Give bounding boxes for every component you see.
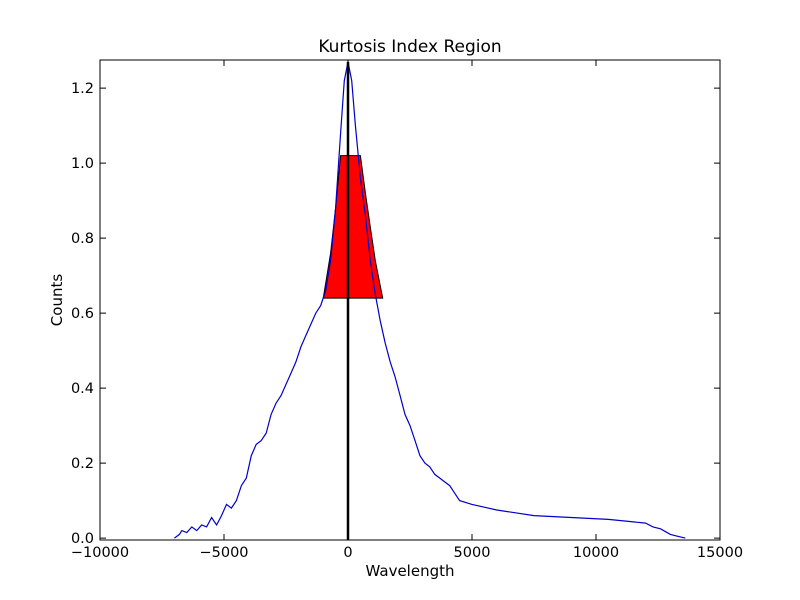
x-tick-label: 15000 bbox=[697, 545, 743, 561]
y-tick-label: 0.4 bbox=[71, 381, 94, 397]
x-tick-label: −5000 bbox=[199, 545, 248, 561]
plot-area bbox=[100, 60, 720, 540]
region-layer bbox=[322, 155, 384, 299]
x-tick-label: 10000 bbox=[573, 545, 619, 561]
y-tick-label: 0.2 bbox=[71, 456, 94, 472]
x-tick-label: 0 bbox=[343, 545, 352, 561]
y-tick-label: 0.8 bbox=[71, 231, 94, 247]
shaded-kurtosis-region bbox=[322, 155, 384, 299]
spectrum-line-0 bbox=[174, 61, 686, 539]
chart-title: Kurtosis Index Region bbox=[318, 37, 501, 57]
y-axis-label: Counts bbox=[48, 274, 66, 327]
y-tick-label: 0.6 bbox=[71, 306, 94, 322]
x-axis-label: Wavelength bbox=[366, 562, 455, 580]
x-axis-ticks: −10000 −5000 0 5000 10000 15000 bbox=[71, 60, 743, 561]
series-layer bbox=[174, 61, 686, 539]
y-tick-label: 0.0 bbox=[71, 531, 94, 547]
plot-frame bbox=[99, 59, 721, 541]
y-axis-ticks: 0.0 0.2 0.4 0.6 0.8 1.0 1.2 bbox=[71, 81, 720, 547]
y-tick-label: 1.0 bbox=[71, 156, 94, 172]
x-tick-label: 5000 bbox=[454, 545, 491, 561]
x-tick-label: −10000 bbox=[71, 545, 129, 561]
y-tick-label: 1.2 bbox=[71, 81, 94, 97]
